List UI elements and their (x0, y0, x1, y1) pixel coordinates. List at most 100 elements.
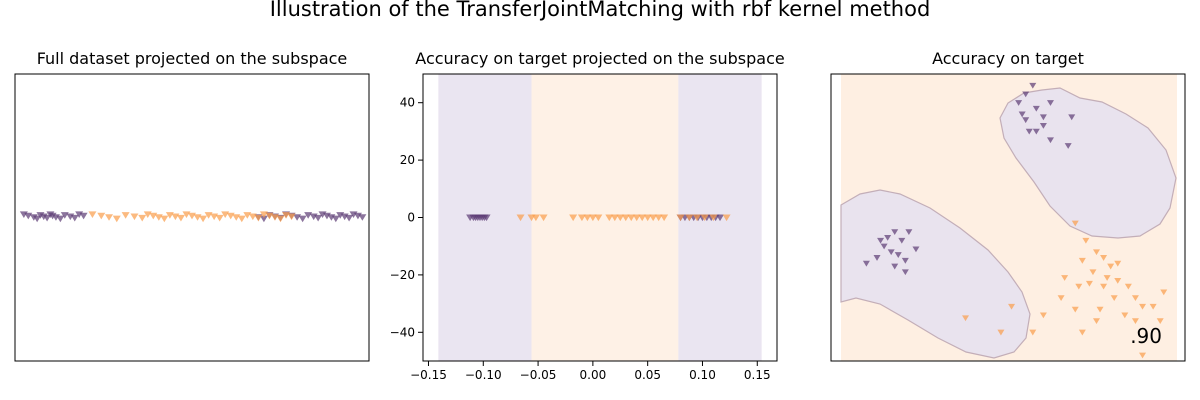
scatter-point-orange (105, 214, 114, 221)
scatter-point-purple (298, 215, 307, 223)
scatter-point-orange (643, 214, 652, 222)
scatter-point-purple (898, 237, 906, 244)
scatter-point-orange (1057, 295, 1065, 302)
scatter-point-orange (130, 213, 139, 221)
scatter-point-orange (138, 214, 147, 222)
scatter-point-orange (287, 213, 296, 221)
scatter-point-purple (1015, 100, 1023, 106)
scatter-point-orange (1139, 352, 1147, 359)
x-tick-label: −0.05 (520, 368, 557, 382)
panel-1-title: Full dataset projected on the subspace (37, 49, 348, 68)
scatter-point-orange (160, 215, 169, 223)
scatter-point-orange (616, 214, 625, 222)
scatter-point-purple (873, 255, 881, 261)
scatter-point-orange (1139, 303, 1147, 310)
scatter-point-purple (1068, 114, 1076, 121)
scatter-point-orange (627, 214, 636, 222)
scatter-point-orange (1093, 249, 1100, 256)
scatter-point-orange (1078, 329, 1086, 336)
scatter-point-orange (276, 215, 285, 223)
scatter-point-purple (1029, 82, 1037, 89)
scatter-point-orange (1100, 255, 1108, 261)
scatter-point-orange (176, 214, 185, 222)
scatter-point-orange (121, 212, 130, 219)
scatter-point-purple (1022, 117, 1030, 124)
scatter-point-purple (862, 260, 870, 267)
panel-accuracy-target: Accuracy on target .90 (830, 49, 1186, 362)
scatter-point-orange (676, 214, 685, 222)
scatter-point-purple (482, 214, 491, 222)
panel-2-decision-regions (438, 74, 762, 361)
scatter-point-purple (901, 257, 909, 264)
scatter-point-purple (1046, 100, 1054, 106)
scatter-point-orange (962, 315, 970, 322)
scatter-point-purple (1064, 143, 1072, 149)
scatter-point-orange (1089, 269, 1097, 276)
scatter-point-purple (56, 215, 65, 223)
scatter-point-orange (1071, 220, 1079, 227)
scatter-point-orange (1131, 295, 1139, 302)
scatter-point-orange (649, 214, 658, 222)
x-tick-label: −0.15 (410, 368, 447, 382)
scatter-point-purple (877, 237, 885, 244)
scatter-point-orange (594, 214, 603, 222)
scatter-point-orange (709, 214, 718, 222)
panel-full-dataset: Full dataset projected on the subspace (14, 49, 370, 362)
x-tick-label: 0.15 (744, 368, 771, 382)
scatter-point-purple (1039, 123, 1047, 129)
scatter-point-orange (1008, 303, 1016, 310)
y-tick-label: −20 (390, 268, 415, 282)
panel-1-frame (14, 73, 370, 362)
scatter-point-orange (88, 211, 97, 218)
scatter-point-purple (905, 229, 913, 235)
scatter-point-orange (199, 215, 208, 223)
scatter-point-orange (1124, 283, 1132, 290)
scatter-point-purple (1032, 128, 1040, 135)
scatter-point-orange (1085, 280, 1093, 287)
y-tick-label: 40 (400, 96, 415, 110)
scatter-point-orange (685, 214, 694, 222)
panel-target-subspace: Accuracy on target projected on the subs… (390, 49, 785, 382)
scatter-point-purple (891, 229, 899, 235)
x-tick-label: 0.05 (634, 368, 661, 382)
scatter-point-purple (1018, 111, 1026, 118)
scatter-point-orange (1071, 306, 1079, 313)
scatter-point-purple (891, 263, 899, 270)
scatter-point-orange (610, 214, 619, 222)
scatter-point-orange (577, 214, 586, 222)
panel-2-axes: −0.15 −0.10 −0.05 0.00 0.05 0.10 0.15 40 20 0 −20 −… (390, 96, 771, 382)
scatter-point-purple (1032, 105, 1040, 112)
scatter-point-orange (1107, 263, 1115, 270)
scatter-point-orange (583, 214, 592, 222)
scatter-point-orange (516, 214, 525, 222)
scatter-point-orange (569, 214, 578, 222)
panel-3-frame (830, 73, 1186, 362)
scatter-point-purple (716, 214, 725, 222)
scatter-point-orange (215, 214, 224, 222)
scatter-point-orange (237, 215, 246, 223)
y-tick-label: 0 (407, 211, 415, 225)
scatter-point-purple (884, 234, 892, 241)
scatter-point-purple (358, 214, 367, 221)
scatter-point-orange (632, 214, 641, 222)
panel-3-marks (862, 82, 1168, 359)
scatter-point-orange (1061, 275, 1069, 281)
figure-suptitle: Illustration of the TransferJointMatchin… (270, 0, 931, 21)
scatter-point-purple (1025, 128, 1033, 135)
scatter-point-orange (1156, 318, 1164, 324)
scatter-point-purple (894, 252, 902, 258)
panel-1-marks (19, 211, 367, 223)
scatter-point-orange (654, 214, 663, 222)
panel-3-purple-region-lower (840, 189, 1031, 359)
scatter-point-orange (660, 214, 669, 222)
scatter-point-orange (1110, 295, 1118, 302)
scatter-point-orange (1114, 260, 1122, 267)
panel-2-title: Accuracy on target projected on the subs… (415, 49, 784, 68)
scatter-point-purple (70, 214, 79, 222)
scatter-point-purple (345, 214, 354, 222)
x-tick-label: 0.10 (689, 368, 716, 382)
scatter-point-orange (700, 214, 709, 222)
scatter-point-orange (531, 214, 540, 222)
panel-3-decision-regions (831, 74, 1185, 361)
